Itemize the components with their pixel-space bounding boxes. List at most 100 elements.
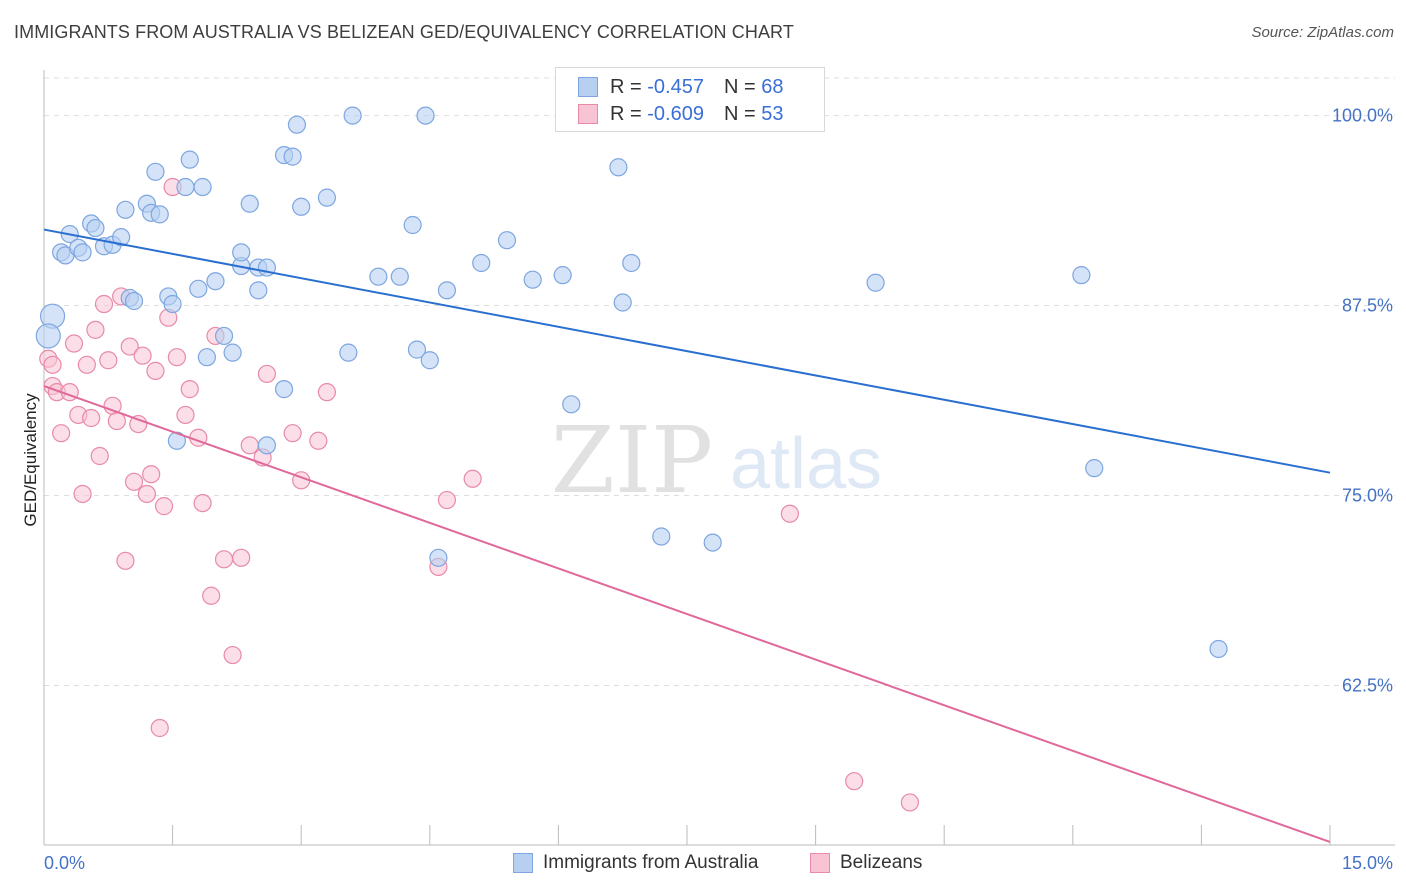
y-tick-label: 62.5% xyxy=(1342,675,1393,695)
belizeans-point xyxy=(150,718,169,738)
chart-title: IMMIGRANTS FROM AUSTRALIA VS BELIZEAN GE… xyxy=(14,22,794,42)
legend-r-label: R = xyxy=(610,75,648,98)
belizeans-point xyxy=(124,472,144,491)
legend-n-value: 53 xyxy=(761,102,784,125)
belizeans-point xyxy=(52,424,71,443)
x-tick-label-min: 0.0% xyxy=(44,853,85,873)
belizeans-point xyxy=(129,414,148,434)
legend-label-belizeans: Belizeans xyxy=(840,852,923,873)
belizeans-point xyxy=(73,484,92,504)
australia-point xyxy=(609,158,628,177)
australia-point xyxy=(257,436,277,455)
australia-point xyxy=(472,253,491,273)
y-tick-labels: 62.5% 75.0% 87.5% 100.0% xyxy=(1332,106,1393,696)
australia-point xyxy=(416,106,435,125)
belizeans-point xyxy=(240,436,259,455)
belizeans-point xyxy=(845,772,864,791)
legend-r-label: R = xyxy=(610,102,648,125)
australia-point xyxy=(274,380,294,399)
axes xyxy=(43,70,1395,846)
australia-point xyxy=(150,205,169,224)
belizeans-point xyxy=(82,408,101,428)
legend-row-belizeans: R = -0.609 N = 53 xyxy=(578,101,783,127)
australia-point xyxy=(339,343,358,362)
australia-point xyxy=(317,188,337,207)
australia-point xyxy=(232,243,251,262)
australia-point xyxy=(73,243,92,262)
belizeans-point xyxy=(283,424,302,443)
y-tick-label: 100.0% xyxy=(1332,106,1393,126)
australia-point xyxy=(292,197,311,216)
australia-point xyxy=(116,200,135,219)
belizeans-point xyxy=(133,346,152,365)
belizeans-trend-line xyxy=(43,385,1331,843)
australia-point xyxy=(86,218,105,238)
watermark-atlas: atlas xyxy=(730,424,882,504)
legend-swatch-pink xyxy=(810,853,830,873)
australia-point xyxy=(283,147,302,166)
belizeans-point xyxy=(232,548,251,567)
belizeans-point xyxy=(146,361,165,380)
x-tick-label-max: 15.0% xyxy=(1342,853,1393,873)
legend-row-australia: R = -0.457 N = 68 xyxy=(578,74,783,100)
legend-item-belizeans[interactable]: Belizeans xyxy=(810,852,922,874)
source-label: Source: ZipAtlas.com xyxy=(1251,24,1394,41)
australia-point xyxy=(553,266,572,285)
belizeans-point xyxy=(94,294,114,314)
australia-point xyxy=(189,279,208,298)
australia-point xyxy=(403,215,422,235)
y-tick-label: 87.5% xyxy=(1342,296,1393,316)
australia-point xyxy=(369,267,388,286)
legend-n-value: 68 xyxy=(761,75,784,98)
australia-point xyxy=(163,294,182,314)
australia-trend-line xyxy=(43,228,1331,474)
australia-point xyxy=(420,351,439,370)
australia-point xyxy=(429,548,448,567)
belizeans-point xyxy=(137,484,156,504)
australia-point xyxy=(652,527,671,546)
series-legend: Immigrants from Australia Belizeans xyxy=(0,852,1406,878)
australia-point xyxy=(343,106,362,125)
y-tick-label: 75.0% xyxy=(1342,485,1393,505)
australia-point xyxy=(223,343,242,362)
australia-point xyxy=(193,177,212,197)
belizeans-point xyxy=(193,493,212,513)
australia-point xyxy=(1085,459,1104,478)
belizeans-point xyxy=(317,383,337,402)
australia-point xyxy=(613,293,632,312)
belizeans-point xyxy=(154,497,174,516)
gridlines xyxy=(44,77,1395,686)
australia-point xyxy=(214,326,234,346)
australia-point xyxy=(240,194,259,213)
australia-point xyxy=(112,228,131,247)
australia-point xyxy=(1209,639,1228,659)
australia-point xyxy=(523,270,542,289)
legend-swatch-blue xyxy=(578,77,598,97)
legend-label-australia: Immigrants from Australia xyxy=(543,852,759,873)
australia-point xyxy=(35,323,61,349)
series-australia-points xyxy=(35,106,1228,659)
belizeans-point xyxy=(223,645,242,665)
belizeans-point xyxy=(900,793,920,812)
australia-point xyxy=(622,253,641,273)
belizeans-point xyxy=(43,355,62,374)
australia-point xyxy=(407,340,427,359)
trend-lines xyxy=(43,228,1331,843)
belizeans-point xyxy=(176,405,195,425)
australia-point xyxy=(146,162,165,181)
legend-swatch-blue xyxy=(513,853,533,873)
legend-r-value: -0.457 xyxy=(647,75,704,98)
belizeans-point xyxy=(167,348,186,367)
belizeans-point xyxy=(180,380,199,399)
belizeans-point xyxy=(120,337,139,356)
australia-point xyxy=(197,348,216,367)
belizeans-point xyxy=(64,334,84,353)
legend-item-australia[interactable]: Immigrants from Australia xyxy=(513,852,758,874)
australia-point xyxy=(703,533,722,552)
australia-point xyxy=(562,395,581,414)
australia-point xyxy=(249,281,268,300)
belizeans-point xyxy=(437,490,457,510)
belizeans-point xyxy=(257,364,277,384)
legend-n-label: N = xyxy=(723,102,762,125)
